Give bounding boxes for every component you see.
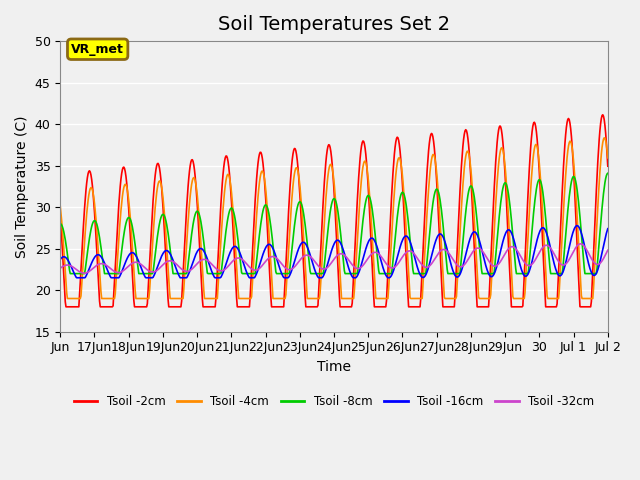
Tsoil -16cm <box>222 262 230 267</box>
Line: Tsoil -2cm: Tsoil -2cm <box>60 115 608 307</box>
Tsoil -4cm <box>270 296 278 301</box>
Tsoil -8cm <box>222 229 230 235</box>
Tsoil -4cm <box>600 135 608 141</box>
Tsoil -32cm <box>222 266 230 272</box>
Line: Tsoil -4cm: Tsoil -4cm <box>60 138 608 299</box>
Tsoil -32cm <box>122 266 129 272</box>
Tsoil -16cm <box>56 256 64 262</box>
Tsoil -4cm <box>63 296 71 301</box>
Tsoil -8cm <box>122 224 129 229</box>
Tsoil -16cm <box>73 275 81 281</box>
Tsoil -2cm <box>599 112 607 118</box>
Line: Tsoil -32cm: Tsoil -32cm <box>60 244 608 273</box>
Line: Tsoil -16cm: Tsoil -16cm <box>60 226 608 278</box>
Tsoil -2cm <box>122 168 129 174</box>
Tsoil -2cm <box>62 304 70 310</box>
Tsoil -4cm <box>56 204 64 209</box>
Tsoil -8cm <box>56 221 64 227</box>
Tsoil -4cm <box>249 271 257 276</box>
Tsoil -32cm <box>604 247 612 253</box>
Text: VR_met: VR_met <box>71 43 124 56</box>
Tsoil -16cm <box>270 247 278 253</box>
Tsoil -8cm <box>604 170 612 176</box>
Tsoil -2cm <box>391 144 399 150</box>
Y-axis label: Soil Temperature (C): Soil Temperature (C) <box>15 115 29 258</box>
Tsoil -8cm <box>391 236 399 241</box>
Tsoil -32cm <box>80 270 88 276</box>
Tsoil -8cm <box>249 271 257 276</box>
Line: Tsoil -8cm: Tsoil -8cm <box>60 173 608 274</box>
Tsoil -32cm <box>249 267 257 273</box>
Tsoil -4cm <box>122 181 129 187</box>
Tsoil -2cm <box>222 153 230 159</box>
X-axis label: Time: Time <box>317 360 351 374</box>
Tsoil -4cm <box>604 155 612 161</box>
Tsoil -16cm <box>122 260 129 266</box>
Tsoil -16cm <box>422 272 429 277</box>
Tsoil -2cm <box>422 192 429 197</box>
Tsoil -2cm <box>270 304 278 310</box>
Tsoil -32cm <box>56 265 64 271</box>
Tsoil -4cm <box>222 178 230 184</box>
Tsoil -8cm <box>67 271 74 276</box>
Tsoil -8cm <box>422 271 429 276</box>
Tsoil -32cm <box>270 254 278 260</box>
Tsoil -16cm <box>391 263 399 268</box>
Title: Soil Temperatures Set 2: Soil Temperatures Set 2 <box>218 15 450 34</box>
Tsoil -32cm <box>422 264 429 270</box>
Tsoil -16cm <box>249 275 257 281</box>
Tsoil -16cm <box>604 226 612 231</box>
Legend: Tsoil -2cm, Tsoil -4cm, Tsoil -8cm, Tsoil -16cm, Tsoil -32cm: Tsoil -2cm, Tsoil -4cm, Tsoil -8cm, Tsoi… <box>69 390 599 412</box>
Tsoil -2cm <box>56 212 64 218</box>
Tsoil -16cm <box>573 223 581 228</box>
Tsoil -8cm <box>270 249 278 255</box>
Tsoil -2cm <box>249 237 257 243</box>
Tsoil -4cm <box>391 180 399 186</box>
Tsoil -32cm <box>577 241 584 247</box>
Tsoil -4cm <box>422 232 429 238</box>
Tsoil -2cm <box>604 163 612 169</box>
Tsoil -32cm <box>391 264 399 270</box>
